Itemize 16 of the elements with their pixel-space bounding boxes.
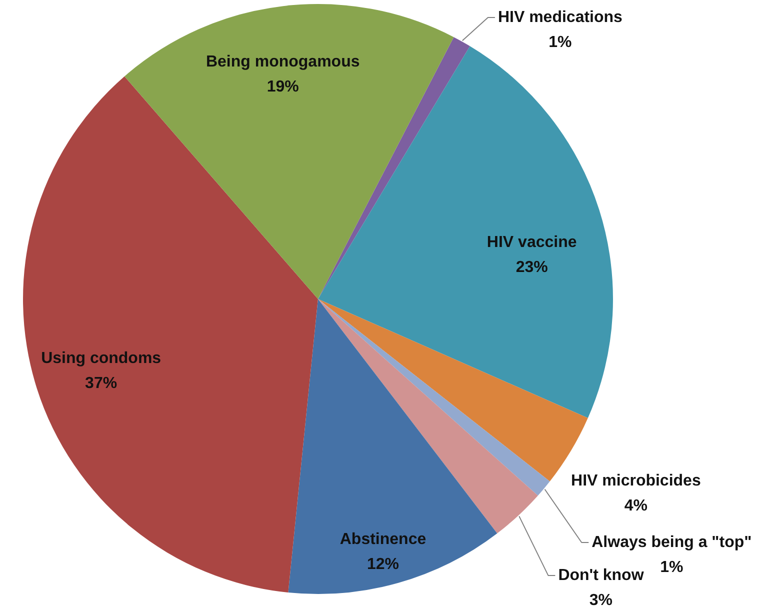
slice-label: HIV medications xyxy=(498,8,623,26)
slice-label: Being monogamous xyxy=(206,53,360,70)
slice-label: Using condoms xyxy=(41,350,162,368)
data-label: 37% xyxy=(85,375,118,392)
slice-label: Abstinence xyxy=(340,531,426,548)
data-label: 23% xyxy=(516,259,548,276)
slice-label: Don't know xyxy=(558,566,644,584)
slice-label: HIV vaccine xyxy=(486,234,577,252)
data-label: 1% xyxy=(660,558,684,576)
data-label: 19% xyxy=(266,78,299,96)
slice-label: Always being a "top" xyxy=(592,534,752,551)
data-label: 1% xyxy=(548,34,572,51)
data-label: 12% xyxy=(366,556,400,574)
slice-label: HIV microbicides xyxy=(571,472,701,490)
data-label: 4% xyxy=(624,498,648,515)
data-label: 3% xyxy=(589,592,613,608)
